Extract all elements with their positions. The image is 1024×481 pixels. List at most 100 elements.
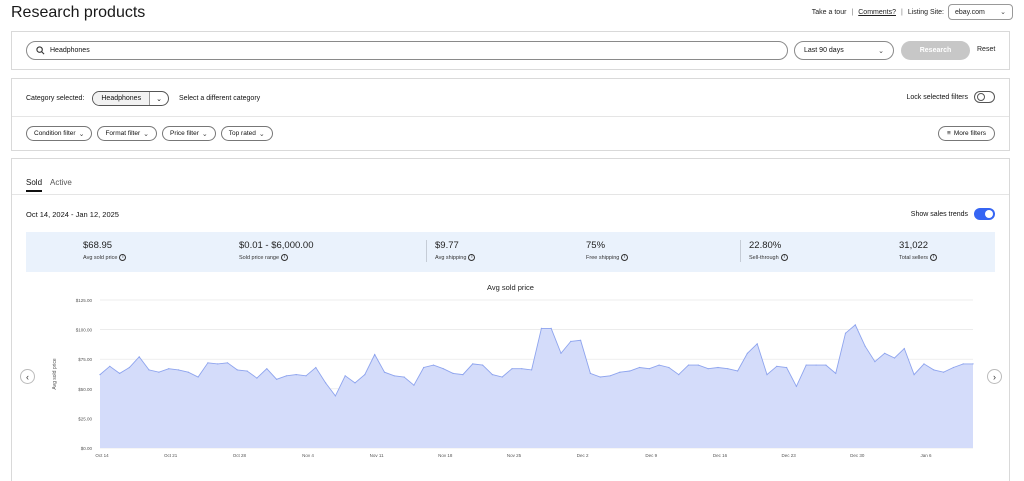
x-tick-label: Nov 25 bbox=[507, 453, 522, 458]
info-icon[interactable]: i bbox=[930, 254, 938, 261]
data-point bbox=[226, 362, 229, 364]
data-point bbox=[197, 376, 199, 378]
search-input[interactable]: Headphones bbox=[26, 41, 788, 60]
chevron-down-icon: ⌄ bbox=[1000, 9, 1006, 16]
data-point bbox=[452, 372, 454, 374]
filter-pill-label: Price filter bbox=[169, 130, 199, 137]
data-point bbox=[207, 362, 209, 364]
toggle-knob bbox=[977, 93, 985, 101]
info-icon[interactable]: i bbox=[119, 254, 127, 261]
lock-filters-toggle[interactable] bbox=[974, 91, 995, 103]
data-point bbox=[668, 366, 670, 369]
data-point bbox=[599, 376, 601, 378]
data-point bbox=[913, 374, 915, 376]
chart-prev-button[interactable]: ‹ bbox=[20, 369, 35, 384]
stat-label: Sell-through bbox=[749, 254, 779, 261]
date-range-select[interactable]: Last 90 days ⌄ bbox=[794, 41, 894, 60]
chevron-right-icon: › bbox=[993, 371, 996, 382]
filter-pill-label: Top rated bbox=[228, 130, 256, 137]
data-point bbox=[285, 375, 287, 377]
data-point bbox=[119, 372, 121, 374]
info-icon[interactable]: i bbox=[621, 254, 629, 261]
x-tick-label: Nov 4 bbox=[302, 453, 314, 458]
filter-pill-label: Format filter bbox=[105, 130, 141, 137]
data-point bbox=[972, 363, 974, 365]
data-point bbox=[334, 395, 336, 397]
data-point bbox=[472, 363, 474, 365]
data-point bbox=[893, 357, 896, 359]
y-tick-label: $50.00 bbox=[78, 387, 92, 392]
lock-filters-row: Lock selected filters bbox=[907, 91, 995, 103]
stat-label-row: Avg shipping i bbox=[435, 254, 476, 261]
data-point bbox=[884, 352, 886, 354]
data-point bbox=[374, 353, 376, 356]
data-point bbox=[99, 374, 101, 376]
data-point bbox=[109, 365, 111, 367]
stat-free-shipping: 75% Free shipping i bbox=[586, 240, 629, 261]
sales-trends-toggle[interactable] bbox=[974, 208, 995, 220]
listing-site-select[interactable]: ebay.com ⌄ bbox=[948, 4, 1013, 20]
stat-total-sellers: 31,022 Total sellers i bbox=[899, 240, 938, 261]
category-row: Category selected: Headphones ⌄ Select a… bbox=[26, 91, 260, 106]
line-series bbox=[99, 324, 973, 397]
data-point bbox=[501, 376, 503, 378]
research-button[interactable]: Research bbox=[901, 41, 970, 60]
divider bbox=[12, 194, 1009, 195]
x-tick-label: Dec 2 bbox=[577, 453, 589, 458]
take-tour-link[interactable]: Take a tour bbox=[811, 8, 847, 16]
stat-label-row: Total sellers i bbox=[899, 254, 938, 261]
data-point bbox=[707, 368, 709, 370]
stat-value: 75% bbox=[586, 240, 606, 251]
y-tick-label: $25.00 bbox=[78, 416, 92, 421]
category-chip-label: Headphones bbox=[93, 92, 151, 105]
stat-avg-shipping: $9.77 Avg shipping i bbox=[435, 240, 476, 261]
more-filters-button[interactable]: ≡ More filters bbox=[938, 126, 995, 141]
chevron-down-icon: ⌄ bbox=[143, 130, 149, 138]
info-icon[interactable]: i bbox=[281, 254, 289, 261]
category-filter-panel: Category selected: Headphones ⌄ Select a… bbox=[11, 78, 1010, 151]
top-rated-filter-button[interactable]: Top rated ⌄ bbox=[220, 126, 273, 141]
stat-value: 22.80% bbox=[749, 240, 782, 251]
chevron-down-icon[interactable]: ⌄ bbox=[156, 95, 162, 103]
stat-value: $0.01 - $6,000.00 bbox=[239, 240, 314, 251]
stat-sell-through: 22.80% Sell-through i bbox=[749, 240, 788, 261]
chart-next-button[interactable]: › bbox=[987, 369, 1002, 384]
reset-link[interactable]: Reset bbox=[977, 46, 996, 53]
data-point bbox=[325, 382, 327, 384]
stat-separator bbox=[426, 240, 427, 262]
stat-label: Avg sold price bbox=[83, 254, 118, 261]
data-point bbox=[580, 339, 582, 341]
condition-filter-button[interactable]: Condition filter ⌄ bbox=[26, 126, 93, 141]
y-tick-label: $75.00 bbox=[78, 357, 92, 362]
data-point bbox=[619, 371, 621, 373]
data-point bbox=[442, 368, 444, 370]
data-point bbox=[158, 371, 160, 373]
toggle-knob bbox=[985, 210, 993, 218]
stat-label-row: Avg sold price i bbox=[83, 254, 127, 261]
info-icon[interactable]: i bbox=[468, 254, 476, 261]
price-filter-button[interactable]: Price filter ⌄ bbox=[161, 126, 216, 141]
data-point bbox=[776, 365, 778, 367]
select-category-link[interactable]: Select a different category bbox=[178, 95, 261, 102]
tab-active[interactable]: Active bbox=[50, 178, 72, 187]
chevron-down-icon: ⌄ bbox=[201, 130, 208, 138]
category-chip[interactable]: Headphones ⌄ bbox=[92, 91, 169, 106]
comments-link[interactable]: Comments? bbox=[858, 8, 896, 16]
x-tick-label: Oct 14 bbox=[95, 453, 109, 458]
data-point bbox=[864, 345, 866, 347]
y-tick-label: $125.00 bbox=[76, 298, 93, 303]
menu-icon: ≡ bbox=[947, 130, 951, 137]
data-point bbox=[560, 352, 562, 354]
data-point bbox=[727, 368, 729, 370]
page-header: Research products Take a tour | Comments… bbox=[11, 0, 1013, 30]
format-filter-button[interactable]: Format filter ⌄ bbox=[97, 126, 157, 141]
sales-trends-label: Show sales trends bbox=[910, 210, 968, 218]
header-links: Take a tour | Comments? | Listing Site: … bbox=[812, 4, 1013, 20]
tab-sold[interactable]: Sold bbox=[26, 178, 43, 192]
data-point bbox=[550, 327, 552, 329]
data-point bbox=[413, 384, 415, 386]
info-icon[interactable]: i bbox=[780, 254, 788, 261]
filter-pill-label: Condition filter bbox=[34, 130, 76, 137]
category-label: Category selected: bbox=[26, 95, 85, 102]
data-point bbox=[236, 369, 238, 371]
